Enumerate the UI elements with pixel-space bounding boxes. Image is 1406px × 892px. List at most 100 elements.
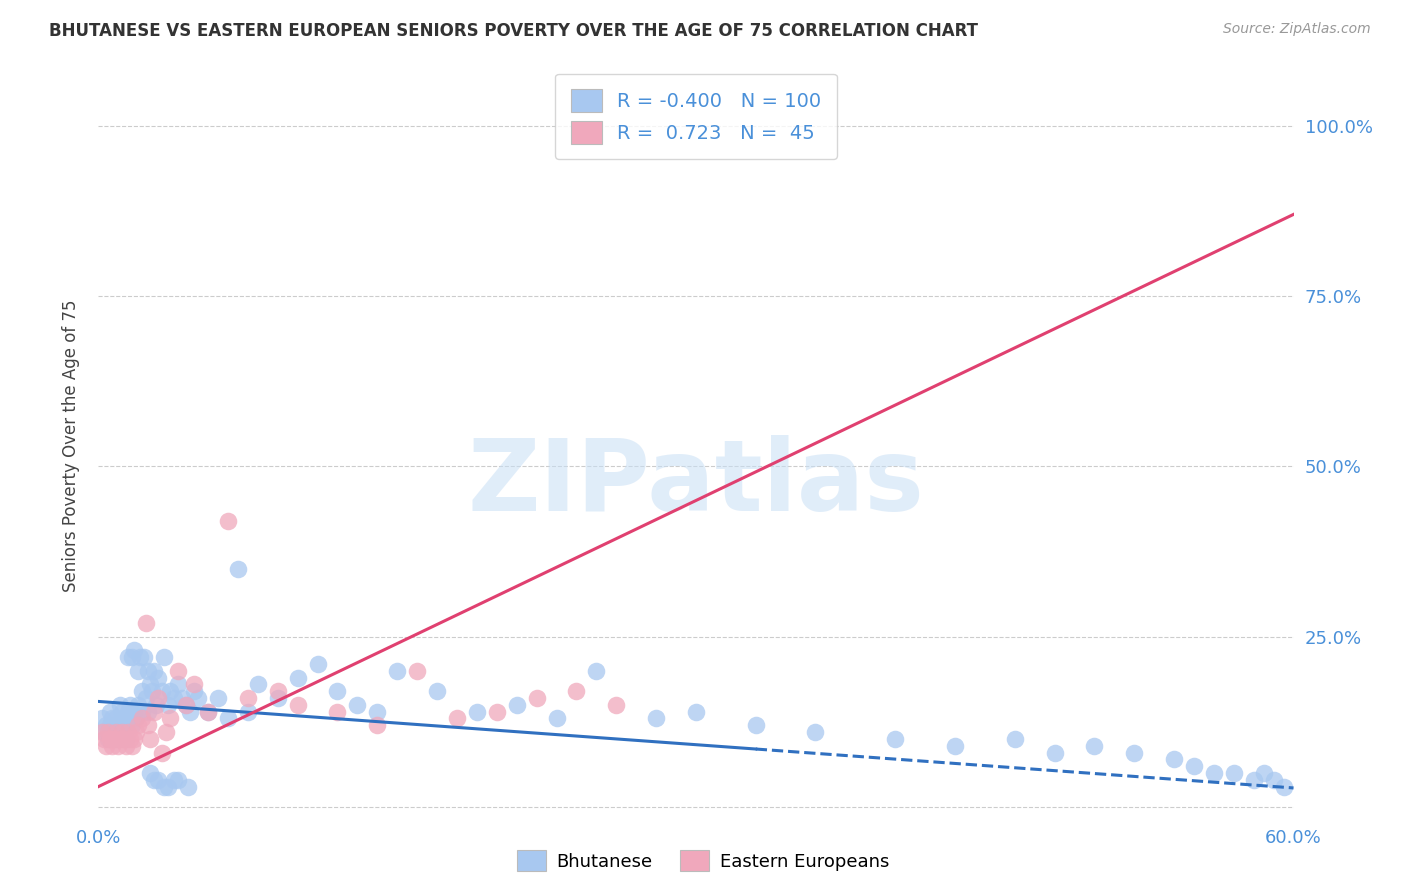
Point	[103, 718, 125, 732]
Point	[153, 650, 176, 665]
Point	[346, 698, 368, 712]
Point	[167, 677, 190, 691]
Point	[183, 677, 205, 691]
Point	[145, 698, 167, 712]
Point	[101, 725, 124, 739]
Point	[125, 711, 148, 725]
Point	[745, 718, 768, 732]
Point	[131, 711, 153, 725]
Point	[174, 698, 197, 712]
Text: BHUTANESE VS EASTERN EUROPEAN SENIORS POVERTY OVER THE AGE OF 75 CORRELATION CHA: BHUTANESE VS EASTERN EUROPEAN SENIORS PO…	[49, 22, 979, 40]
Point	[121, 718, 143, 732]
Point	[217, 711, 239, 725]
Point	[93, 731, 115, 746]
Point	[103, 731, 125, 746]
Point	[1253, 766, 1275, 780]
Point	[96, 739, 118, 753]
Point	[97, 731, 120, 746]
Point	[135, 616, 157, 631]
Point	[426, 684, 449, 698]
Point	[485, 705, 508, 719]
Point	[143, 772, 166, 787]
Point	[177, 780, 200, 794]
Point	[685, 705, 707, 719]
Point	[115, 718, 138, 732]
Point	[115, 731, 138, 746]
Point	[943, 739, 966, 753]
Point	[236, 691, 259, 706]
Point	[143, 664, 166, 678]
Point	[183, 684, 205, 698]
Text: ZIPatlas: ZIPatlas	[468, 435, 924, 532]
Point	[163, 772, 186, 787]
Point	[207, 691, 229, 706]
Point	[112, 725, 135, 739]
Point	[226, 561, 249, 575]
Point	[645, 711, 668, 725]
Point	[565, 684, 588, 698]
Point	[91, 725, 114, 739]
Point	[127, 664, 149, 678]
Point	[159, 711, 181, 725]
Point	[110, 698, 132, 712]
Point	[101, 739, 124, 753]
Point	[136, 664, 159, 678]
Point	[150, 746, 173, 760]
Point	[150, 684, 173, 698]
Point	[465, 705, 488, 719]
Point	[148, 772, 170, 787]
Point	[546, 711, 568, 725]
Point	[1263, 772, 1285, 787]
Point	[135, 691, 157, 706]
Point	[326, 684, 349, 698]
Point	[96, 718, 118, 732]
Point	[385, 664, 409, 678]
Point	[366, 705, 388, 719]
Point	[153, 780, 176, 794]
Point	[117, 725, 139, 739]
Point	[121, 650, 143, 665]
Point	[117, 650, 139, 665]
Point	[1004, 731, 1026, 746]
Point	[98, 718, 122, 732]
Point	[139, 677, 162, 691]
Point	[107, 739, 129, 753]
Point	[101, 711, 124, 725]
Point	[111, 725, 134, 739]
Point	[105, 711, 128, 725]
Point	[167, 664, 190, 678]
Point	[1182, 759, 1205, 773]
Point	[120, 711, 142, 725]
Point	[139, 766, 162, 780]
Point	[174, 698, 197, 712]
Point	[585, 664, 607, 678]
Point	[159, 684, 181, 698]
Point	[110, 731, 132, 746]
Legend: Bhutanese, Eastern Europeans: Bhutanese, Eastern Europeans	[510, 843, 896, 879]
Point	[197, 705, 219, 719]
Point	[506, 698, 529, 712]
Point	[134, 650, 156, 665]
Point	[406, 664, 429, 678]
Text: Source: ZipAtlas.com: Source: ZipAtlas.com	[1223, 22, 1371, 37]
Point	[217, 514, 239, 528]
Point	[1083, 739, 1105, 753]
Point	[307, 657, 329, 671]
Point	[110, 725, 132, 739]
Point	[157, 780, 180, 794]
Point	[127, 698, 149, 712]
Point	[246, 677, 269, 691]
Point	[105, 725, 128, 739]
Point	[127, 718, 149, 732]
Point	[267, 691, 290, 706]
Point	[1202, 766, 1225, 780]
Point	[163, 691, 186, 706]
Point	[112, 711, 135, 725]
Point	[172, 691, 194, 706]
Point	[197, 705, 219, 719]
Point	[105, 725, 128, 739]
Point	[148, 691, 170, 706]
Point	[141, 684, 163, 698]
Point	[157, 698, 180, 712]
Point	[804, 725, 827, 739]
